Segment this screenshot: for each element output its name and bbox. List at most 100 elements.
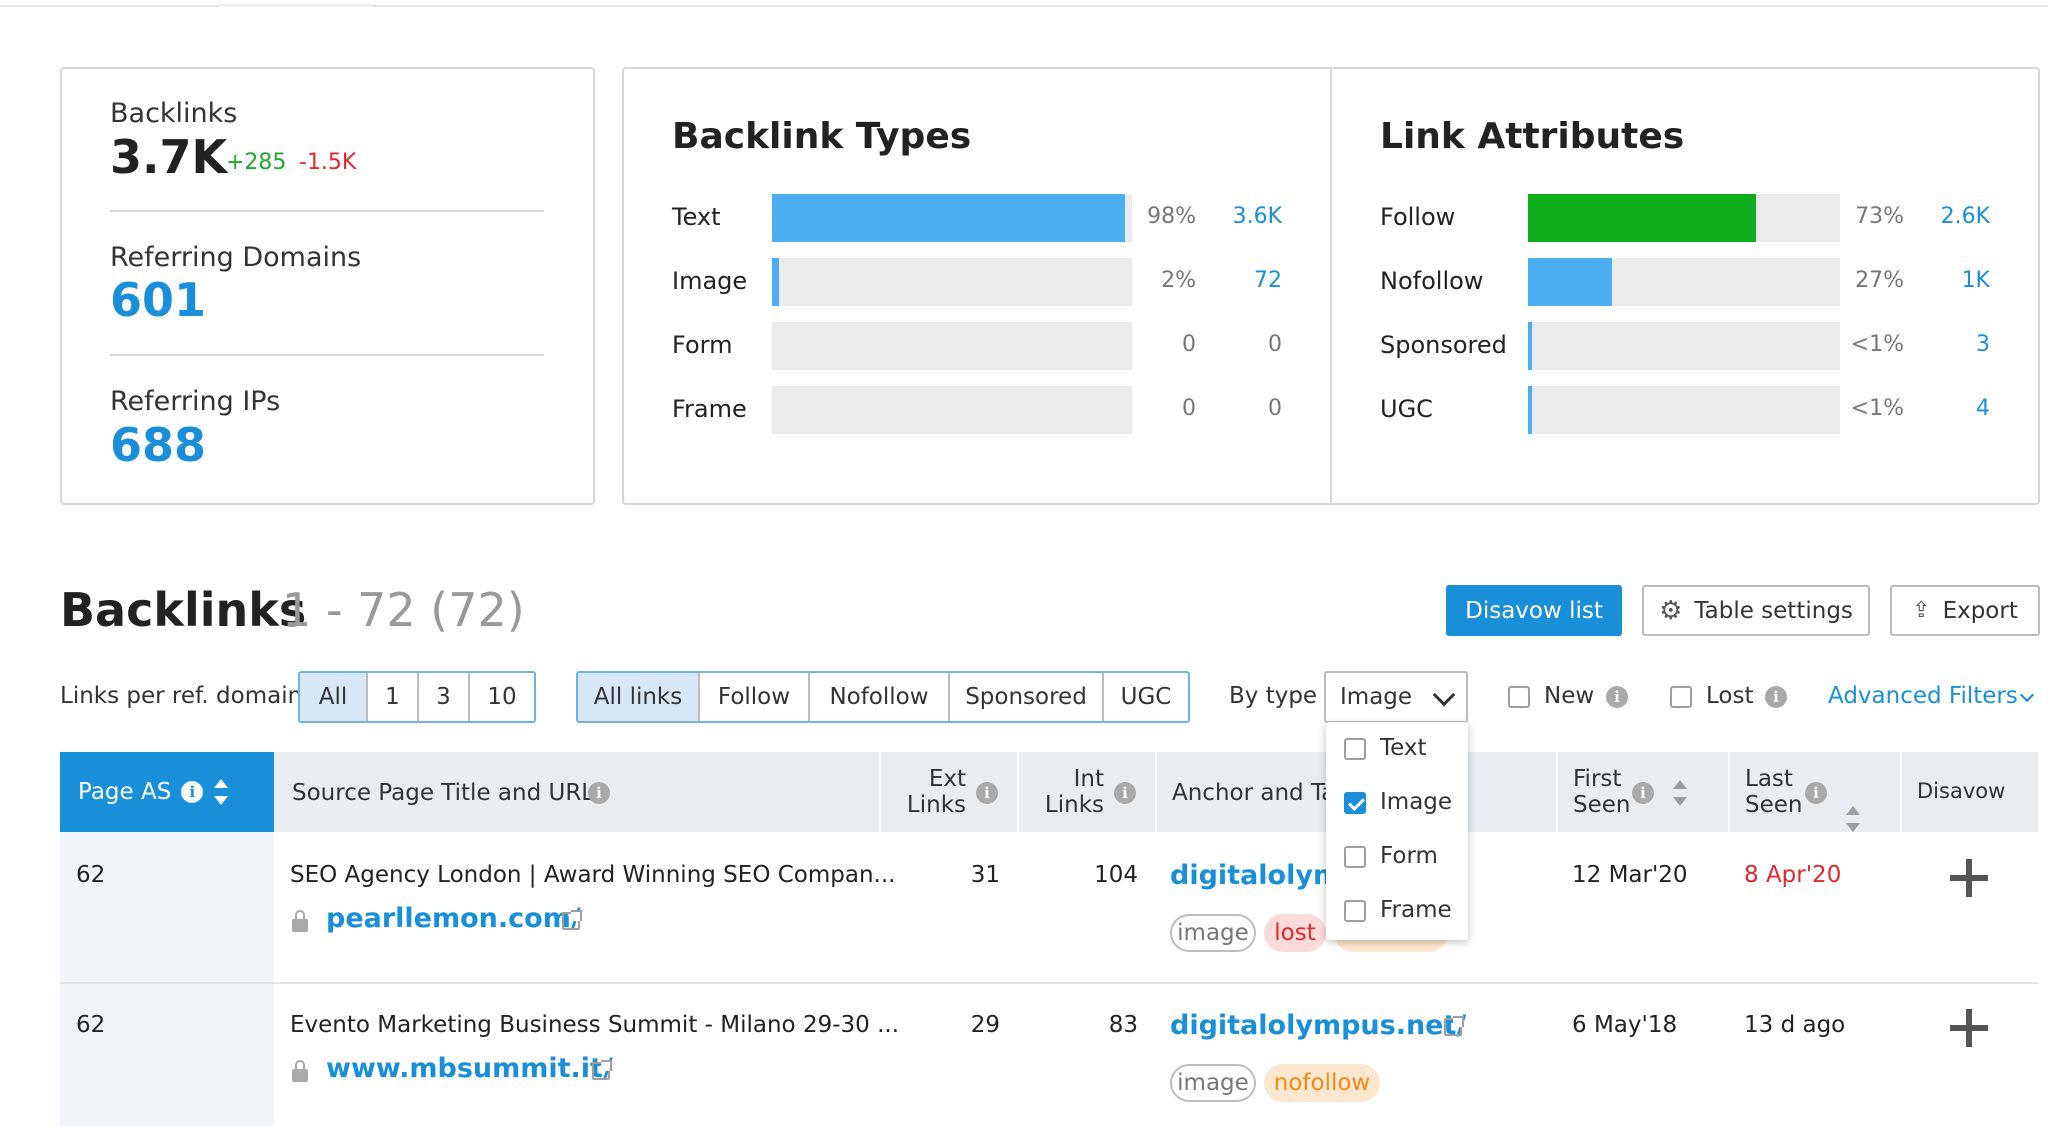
row2-url[interactable]: www.mbsummit.it/: [326, 1053, 613, 1084]
links-per-domain-1[interactable]: 1: [368, 673, 419, 721]
link-attribute-bar-fill: [1528, 258, 1612, 306]
sort-icon[interactable]: [1672, 780, 1688, 806]
row2-first-seen: 6 May'18: [1572, 1012, 1678, 1038]
header-separator: [1728, 752, 1730, 832]
info-icon[interactable]: i: [1632, 782, 1654, 804]
filter-follow[interactable]: Follow: [700, 673, 810, 721]
info-icon[interactable]: i: [1805, 782, 1827, 804]
backlink-type-bar-track[interactable]: [772, 322, 1132, 370]
lost-checkbox[interactable]: [1670, 686, 1692, 708]
row1-ext-links[interactable]: 31: [970, 862, 1000, 888]
page-as-header[interactable]: Page AS i: [60, 752, 274, 832]
link-attribute-bar-track[interactable]: [1528, 386, 1840, 434]
backlink-type-bar-track[interactable]: [772, 258, 1132, 306]
filter-all-links[interactable]: All links: [578, 673, 700, 721]
type-frame-label[interactable]: Frame: [1380, 897, 1452, 923]
row1-first-seen: 12 Mar'20: [1572, 862, 1688, 888]
advanced-filters-link[interactable]: Advanced Filters: [1828, 683, 2018, 709]
row2-anchor[interactable]: digitalolympus.net/: [1170, 1010, 1467, 1041]
type-frame-checkbox[interactable]: [1344, 900, 1366, 922]
row2-title[interactable]: Evento Marketing Business Summit - Milan…: [290, 1012, 900, 1038]
row-separator: [60, 982, 2038, 984]
row1-disavow-add-icon[interactable]: [1950, 859, 1988, 897]
info-icon[interactable]: i: [1606, 686, 1628, 708]
link-attribute-label-sponsored: Sponsored: [1380, 331, 1507, 359]
backlinks-lost-delta[interactable]: -1.5K: [299, 150, 357, 175]
row2-ext-links[interactable]: 29: [970, 1012, 1000, 1038]
backlink-type-count[interactable]: 3.6K: [1232, 204, 1282, 229]
row1-title[interactable]: SEO Agency London | Award Winning SEO Co…: [290, 862, 896, 888]
type-image-checkbox[interactable]: [1344, 792, 1366, 814]
external-link-icon[interactable]: [562, 910, 582, 930]
link-attribute-bar-fill: [1528, 322, 1532, 370]
external-link-icon[interactable]: [1444, 1016, 1464, 1036]
backlink-type-bar-fill: [772, 258, 779, 306]
referring-domains-value[interactable]: 601: [110, 273, 207, 327]
links-per-domain-3[interactable]: 3: [419, 673, 470, 721]
backlink-type-bar-track[interactable]: [772, 194, 1132, 242]
backlinks-new-delta[interactable]: +285: [226, 150, 287, 175]
new-checkbox[interactable]: [1508, 686, 1530, 708]
by-type-dropdown[interactable]: Image: [1324, 671, 1468, 723]
header-separator: [1017, 752, 1019, 832]
backlink-type-percent: 2%: [1161, 268, 1196, 293]
row1-anchor[interactable]: digitalolymp: [1170, 860, 1330, 891]
row1-int-links[interactable]: 104: [1094, 862, 1138, 888]
lost-label: Lost: [1706, 683, 1754, 709]
link-attribute-percent: 73%: [1855, 204, 1904, 229]
type-text-checkbox[interactable]: [1344, 738, 1366, 760]
referring-ips-label: Referring IPs: [110, 386, 281, 417]
link-attribute-percent: 27%: [1855, 268, 1904, 293]
backlink-type-count: 0: [1268, 396, 1282, 421]
info-icon[interactable]: i: [1765, 686, 1787, 708]
row1-page-as: 62: [76, 862, 106, 888]
link-attribute-count[interactable]: 2.6K: [1940, 204, 1990, 229]
link-attribute-percent: <1%: [1850, 396, 1904, 421]
link-attribute-bar-track[interactable]: [1528, 258, 1840, 306]
gear-icon: ⚙: [1659, 595, 1683, 626]
row2-int-links[interactable]: 83: [1108, 1012, 1138, 1038]
backlink-type-label-text: Text: [672, 203, 721, 231]
filter-nofollow[interactable]: Nofollow: [810, 673, 950, 721]
filter-ugc[interactable]: UGC: [1104, 673, 1188, 721]
sort-icon[interactable]: [213, 779, 229, 805]
type-image-label[interactable]: Image: [1380, 789, 1453, 815]
backlink-type-count[interactable]: 72: [1254, 268, 1282, 293]
backlinks-range: 1 - 72 (72): [282, 583, 525, 637]
upload-icon: ⇪: [1912, 598, 1931, 623]
link-attribute-bar-fill: [1528, 386, 1532, 434]
external-link-icon[interactable]: [592, 1060, 612, 1080]
link-attribute-bar-track[interactable]: [1528, 322, 1840, 370]
sort-icon[interactable]: [1845, 806, 1861, 832]
row1-url[interactable]: pearllemon.com/: [326, 903, 581, 934]
referring-ips-value[interactable]: 688: [110, 418, 207, 472]
type-text-label[interactable]: Text: [1380, 735, 1427, 761]
type-form-checkbox[interactable]: [1344, 846, 1366, 868]
info-icon[interactable]: i: [588, 782, 610, 804]
export-button[interactable]: ⇪ Export: [1890, 585, 2040, 636]
table-settings-button[interactable]: ⚙ Table settings: [1642, 585, 1870, 636]
source-header-label: Source Page Title and URL: [292, 780, 595, 806]
type-form-label[interactable]: Form: [1380, 843, 1438, 869]
filter-sponsored[interactable]: Sponsored: [950, 673, 1104, 721]
links-per-domain-segmented: All 1 3 10: [298, 671, 536, 723]
link-attribute-bar-track[interactable]: [1528, 194, 1840, 242]
header-separator: [879, 752, 881, 832]
header-separator: [1155, 752, 1157, 832]
backlinks-value[interactable]: 3.7K: [110, 130, 228, 184]
links-per-domain-10[interactable]: 10: [470, 673, 534, 721]
link-attribute-label-follow: Follow: [1380, 203, 1456, 231]
link-attribute-label-ugc: UGC: [1380, 395, 1433, 423]
link-attribute-bar-fill: [1528, 194, 1756, 242]
info-icon[interactable]: i: [181, 781, 204, 803]
info-icon[interactable]: i: [1114, 782, 1136, 804]
disavow-list-button[interactable]: Disavow list: [1446, 585, 1622, 636]
backlink-type-bar-track[interactable]: [772, 386, 1132, 434]
info-icon[interactable]: i: [976, 782, 998, 804]
link-attribute-count[interactable]: 4: [1976, 396, 1990, 421]
links-per-domain-all[interactable]: All: [300, 673, 368, 721]
link-attribute-count[interactable]: 3: [1976, 332, 1990, 357]
link-attribute-count[interactable]: 1K: [1961, 268, 1990, 293]
row2-disavow-add-icon[interactable]: [1950, 1009, 1988, 1047]
ext-links-header-line2: Links: [906, 792, 966, 818]
